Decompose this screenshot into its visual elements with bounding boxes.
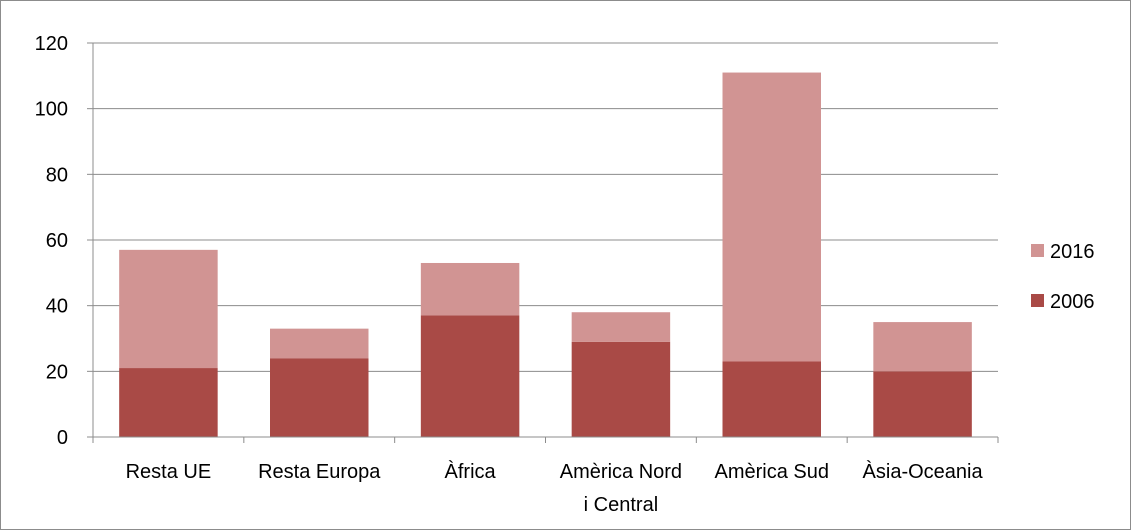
axes (87, 42, 999, 443)
bar-2006-1 (270, 358, 369, 437)
bar-2016-5 (873, 322, 972, 372)
x-tick-label: Resta UE (126, 461, 212, 483)
bar-2016-0 (119, 249, 218, 369)
gridlines (93, 42, 998, 372)
y-tick-label: 120 (35, 33, 68, 55)
y-tick-label: 100 (35, 99, 68, 121)
legend-swatch-2006 (1031, 294, 1044, 307)
bar-2006-3 (571, 341, 671, 437)
y-tick-label: 80 (46, 164, 68, 186)
bar-2016-1 (270, 328, 369, 359)
x-tick-label: Àsia-Oceania (863, 460, 984, 483)
bar-2006-2 (420, 315, 520, 437)
bars (119, 72, 972, 437)
legend-swatch-2016 (1031, 244, 1044, 257)
x-tick-label: i Central (584, 494, 658, 516)
bar-2006-4 (722, 361, 821, 437)
y-tick-labels: 0 20 40 60 80 100 120 (35, 33, 68, 449)
legend: 2016 2006 (1031, 241, 1095, 313)
bar-2016-4 (722, 72, 821, 362)
legend-label-2006: 2006 (1050, 291, 1095, 313)
y-tick-label: 20 (46, 361, 68, 383)
bar-2016-2 (420, 262, 520, 316)
bar-2006-0 (119, 368, 218, 437)
bar-2016-3 (571, 312, 671, 342)
x-tick-label: Amèrica Sud (715, 461, 830, 483)
x-tick-label: Amèrica Nord (560, 461, 682, 483)
x-tick-labels: Resta UE Resta Europa Àfrica Amèrica Nord i … (126, 460, 984, 516)
x-tick-label: Àfrica (445, 460, 497, 483)
y-tick-label: 0 (57, 427, 68, 449)
bar-2006-5 (873, 371, 972, 437)
x-tick-label: Resta Europa (258, 461, 381, 483)
y-tick-label: 60 (46, 230, 68, 252)
y-tick-label: 40 (46, 296, 68, 318)
legend-label-2016: 2016 (1050, 241, 1095, 263)
